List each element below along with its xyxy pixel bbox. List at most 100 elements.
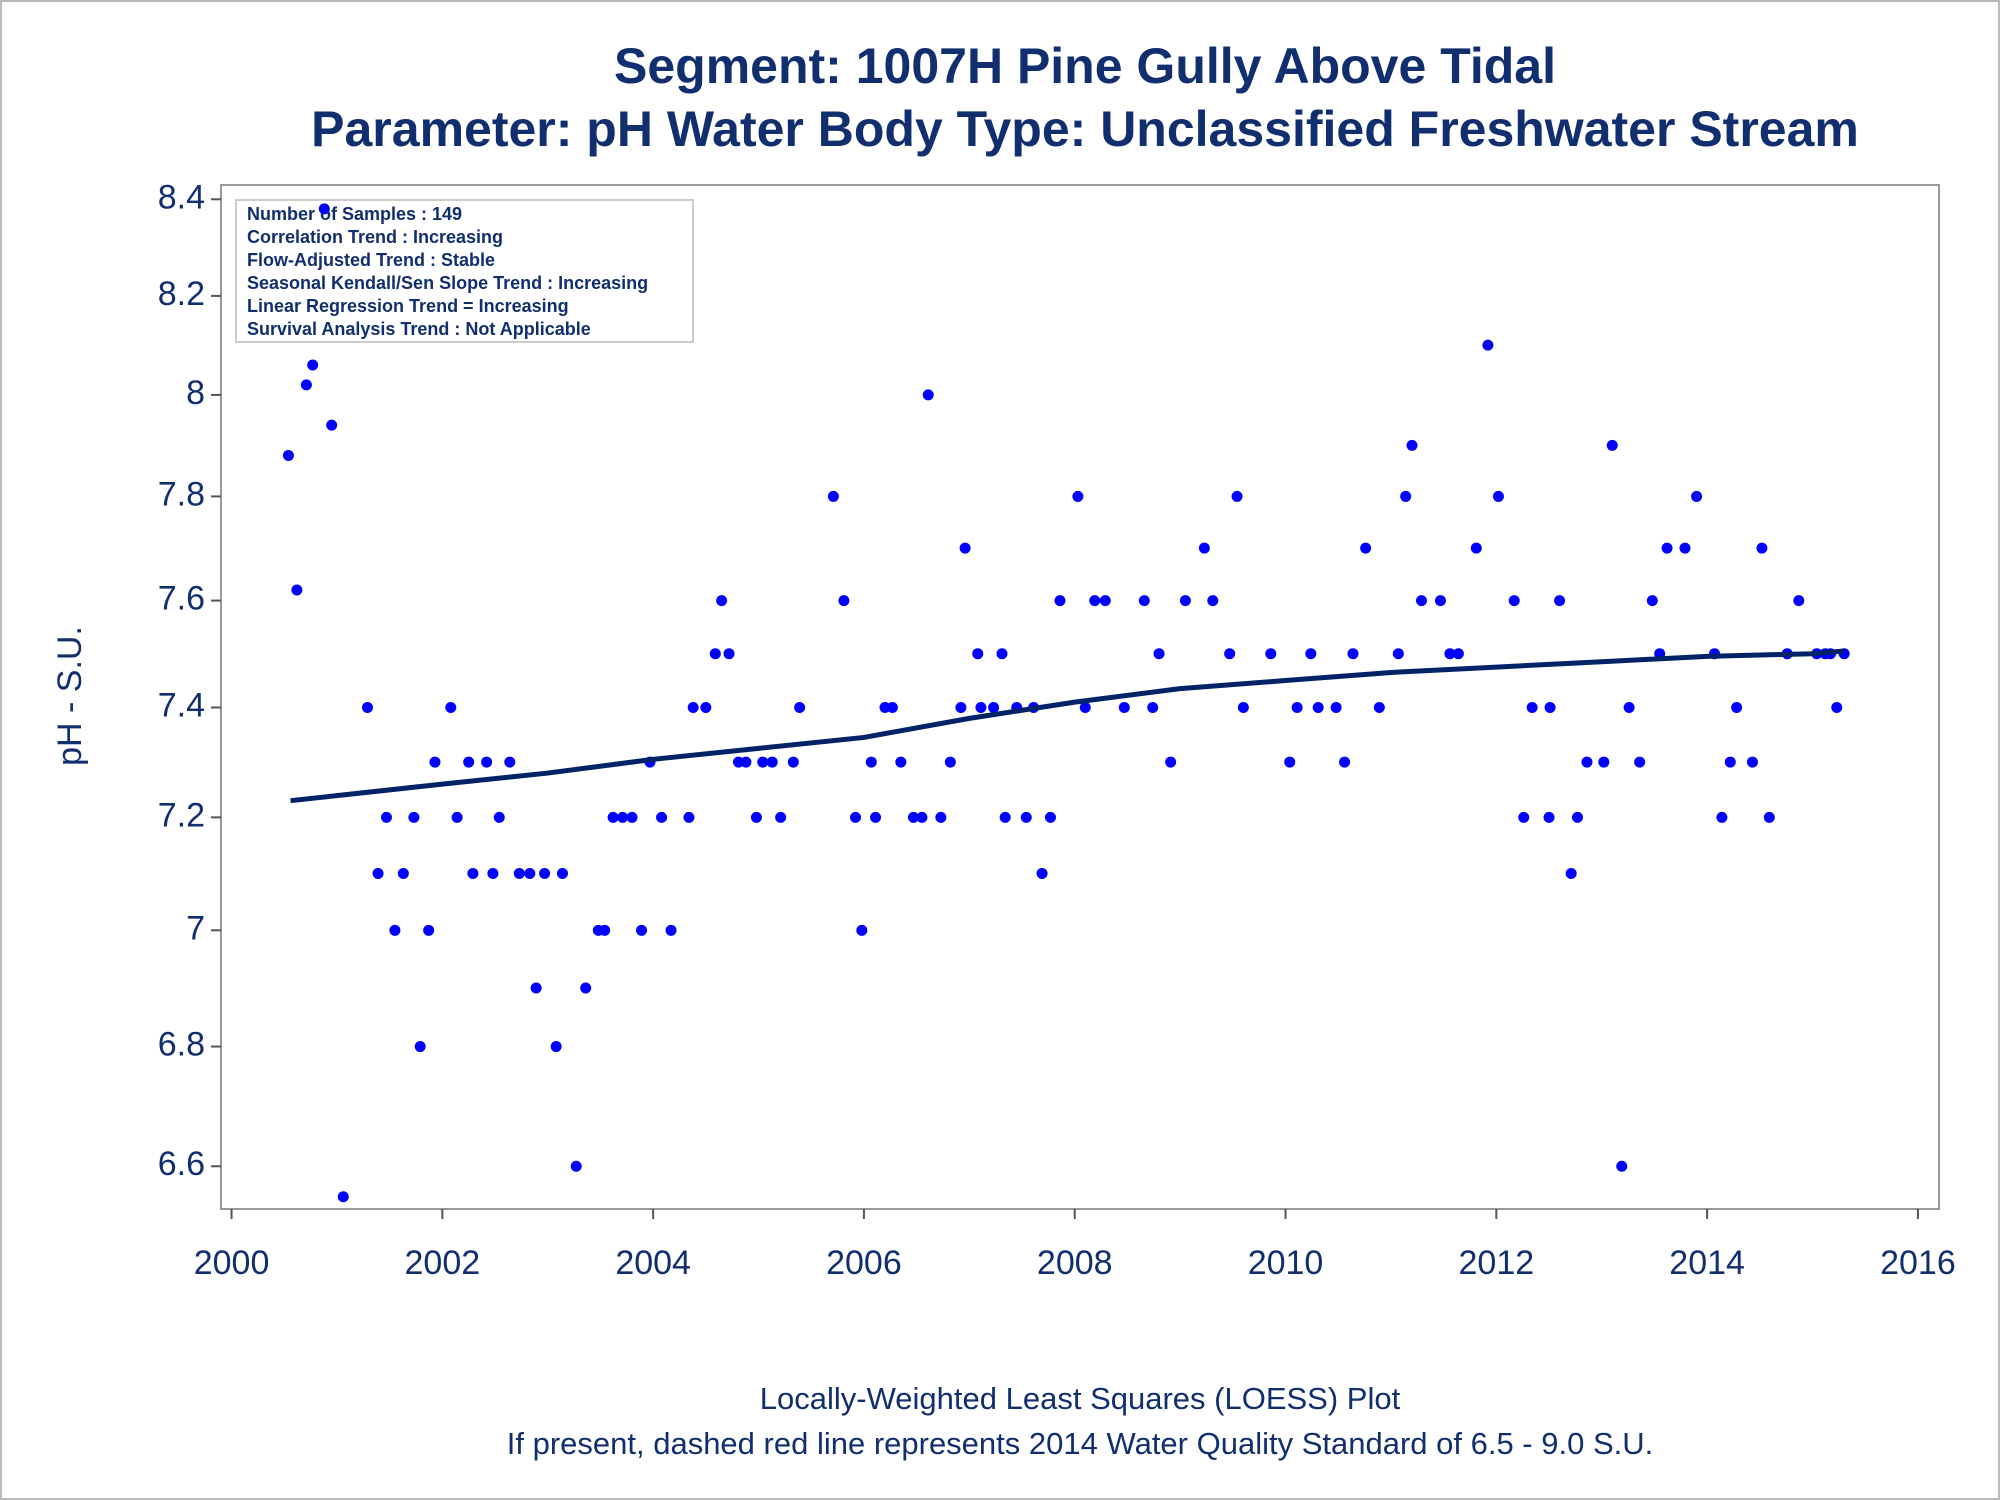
data-point [408, 811, 420, 823]
plot-frame [220, 184, 1940, 1210]
data-point [1518, 811, 1530, 823]
data-point [429, 756, 441, 768]
data-point [766, 756, 778, 768]
y-tick-label: 7.8 [158, 475, 205, 513]
data-point [1756, 542, 1768, 554]
data-point [775, 811, 787, 823]
data-point [865, 756, 877, 768]
data-point [504, 756, 516, 768]
data-point [665, 924, 677, 936]
data-point [709, 648, 721, 660]
x-tick-label: 2000 [194, 1244, 270, 1282]
data-point [1020, 811, 1032, 823]
data-point [700, 702, 712, 714]
data-point [683, 811, 695, 823]
x-tick-label: 2010 [1248, 1244, 1324, 1282]
data-point [1347, 648, 1359, 660]
annotation: Correlation Trend : Increasing [247, 227, 503, 247]
data-point [445, 702, 457, 714]
y-tick-label: 8.2 [158, 275, 205, 313]
data-point [1291, 702, 1303, 714]
data-point [1508, 595, 1520, 607]
data-point [988, 702, 1000, 714]
data-point [1616, 1160, 1628, 1172]
data-point [513, 867, 525, 879]
data-point [524, 867, 536, 879]
data-point [1400, 490, 1412, 502]
data-point [1526, 702, 1538, 714]
x-tick-label: 2008 [1037, 1244, 1113, 1282]
data-point [530, 982, 542, 994]
data-point [1646, 595, 1658, 607]
data-point [1623, 702, 1635, 714]
data-point [922, 389, 934, 401]
data-point [1571, 811, 1583, 823]
data-point [1565, 867, 1577, 879]
x-tick-label: 2004 [615, 1244, 691, 1282]
data-point [886, 702, 898, 714]
data-point [907, 811, 919, 823]
data-point [1360, 542, 1372, 554]
y-tick-label: 7 [186, 909, 205, 947]
data-point [423, 924, 435, 936]
data-point [282, 450, 294, 462]
data-point [1284, 756, 1296, 768]
data-point [626, 811, 638, 823]
data-point [1089, 595, 1101, 607]
data-point [1373, 702, 1385, 714]
data-point [916, 811, 928, 823]
y-tick-label: 8.4 [158, 178, 205, 216]
data-point [1716, 811, 1728, 823]
data-point [1072, 490, 1084, 502]
data-point [380, 811, 392, 823]
data-point [1634, 756, 1646, 768]
chart-title: Segment: 1007H Pine Gully Above Tidal [614, 38, 1556, 94]
data-point [1079, 702, 1091, 714]
data-point [1470, 542, 1482, 554]
data-point [1147, 702, 1159, 714]
data-point [1661, 542, 1673, 554]
data-point [1237, 702, 1249, 714]
data-point [838, 595, 850, 607]
data-point [607, 811, 619, 823]
data-point [1305, 648, 1317, 660]
x-tick-label: 2014 [1669, 1244, 1745, 1282]
y-tick-label: 7.4 [158, 686, 205, 724]
data-point [1118, 702, 1130, 714]
data-point [414, 1041, 426, 1053]
data-point [599, 924, 611, 936]
data-point [300, 379, 312, 391]
data-point [1831, 702, 1843, 714]
data-point [1554, 595, 1566, 607]
loess-line [290, 648, 1845, 804]
data-point [1691, 490, 1703, 502]
data-point [617, 811, 629, 823]
data-point [955, 702, 967, 714]
data-point [1444, 648, 1456, 660]
footnote: Locally-Weighted Least Squares (LOESS) P… [760, 1381, 1401, 1416]
data-point [539, 867, 551, 879]
data-point [944, 756, 956, 768]
data-point [580, 982, 592, 994]
data-point [972, 648, 984, 660]
data-point [1452, 648, 1464, 660]
data-point [1165, 756, 1177, 768]
data-point [827, 490, 839, 502]
data-point [1312, 702, 1324, 714]
data-point [550, 1041, 562, 1053]
annotation: Linear Regression Trend = Increasing [247, 296, 569, 316]
data-point [291, 584, 303, 596]
data-point [740, 756, 752, 768]
annotation: Number of Samples : 149 [247, 204, 462, 224]
data-point [556, 867, 568, 879]
data-point [794, 702, 806, 714]
data-point [636, 924, 648, 936]
data-point [1265, 648, 1277, 660]
x-tick-label: 2016 [1880, 1244, 1956, 1282]
data-point [451, 811, 463, 823]
data-point [996, 648, 1008, 660]
data-point [397, 867, 409, 879]
footnote: If present, dashed red line represents 2… [507, 1426, 1654, 1461]
data-point [1406, 439, 1418, 451]
